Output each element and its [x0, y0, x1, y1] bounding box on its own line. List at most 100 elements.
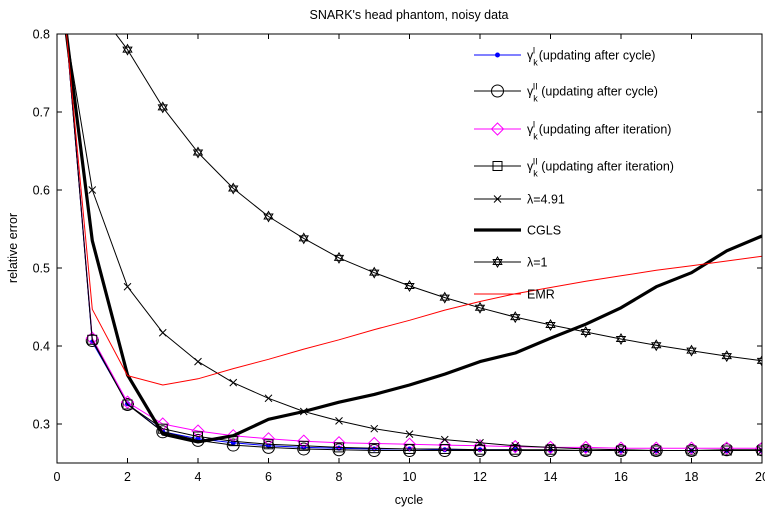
data-point: [122, 43, 133, 56]
series-5: [66, 34, 762, 455]
legend-entry: λ=4.91: [474, 193, 565, 207]
data-point: [473, 439, 487, 453]
legend-label: γkI (updating after cycle): [527, 46, 655, 68]
data-point: [370, 424, 379, 433]
data-point: [226, 438, 240, 452]
series-line: [115, 34, 762, 362]
legend-label: γkII (updating after iteration): [527, 157, 674, 179]
series-line: [66, 34, 762, 386]
y-axis-label: relative error: [6, 213, 20, 283]
series-3: [66, 34, 762, 455]
data-point: [686, 344, 697, 357]
legend-entry: γkII (updating after iteration): [474, 157, 674, 179]
data-point: [402, 437, 417, 451]
y-tick-label: 0.8: [33, 28, 50, 42]
legend-entry: CGLS: [474, 224, 561, 238]
y-tick-label: 0.6: [33, 184, 50, 198]
legend-marker: [495, 52, 500, 58]
series-2: [66, 34, 762, 458]
data-point: [332, 443, 346, 457]
data-point: [439, 443, 450, 454]
data-point: [758, 446, 762, 455]
data-point: [615, 332, 627, 345]
data-point: [156, 417, 170, 431]
data-point: [335, 417, 343, 425]
data-point: [228, 182, 239, 195]
data-point: [264, 394, 273, 403]
data-point: [616, 445, 626, 456]
series-line: [64, 34, 762, 444]
x-tick-label: 20: [755, 470, 765, 484]
legend-label: CGLS: [527, 224, 561, 238]
data-point: [476, 438, 484, 447]
data-point: [544, 444, 557, 458]
data-point: [229, 378, 238, 387]
legend-label: EMR: [527, 288, 555, 302]
data-point: [333, 251, 345, 264]
data-point: [157, 101, 168, 114]
data-point: [156, 425, 170, 439]
legend-marker: [493, 195, 502, 203]
data-point: [580, 445, 591, 456]
data-point: [438, 438, 452, 452]
data-point: [546, 443, 555, 452]
data-point: [192, 146, 204, 159]
x-tick-label: 14: [544, 470, 558, 484]
legend-entry: γkI (updating after iteration): [474, 120, 671, 142]
data-point: [579, 440, 593, 455]
data-point: [367, 444, 381, 458]
data-point: [158, 328, 167, 337]
data-point: [404, 279, 415, 292]
data-point: [263, 439, 274, 450]
legend-marker: [492, 256, 503, 268]
data-point: [191, 424, 205, 438]
legend-label: γkI (updating after iteration): [527, 120, 671, 142]
x-tick-label: 18: [685, 470, 699, 484]
x-tick-label: 2: [124, 470, 131, 484]
data-point: [720, 443, 734, 457]
data-point: [194, 357, 202, 366]
x-tick-label: 4: [195, 470, 202, 484]
data-point: [262, 440, 275, 454]
legend-entry: EMR: [474, 288, 555, 302]
data-point: [508, 444, 522, 458]
data-point: [87, 334, 98, 345]
series-7: [115, 34, 762, 367]
series-6: [64, 34, 762, 444]
legend-marker: [490, 122, 505, 136]
data-point: [652, 446, 661, 455]
data-point: [722, 446, 731, 455]
series-4: [66, 34, 762, 456]
data-point: [756, 354, 762, 367]
x-tick-label: 10: [403, 470, 417, 484]
data-point: [261, 432, 276, 446]
x-tick-label: 6: [265, 470, 272, 484]
legend: γkI (updating after cycle) γkII (updating…: [474, 46, 674, 302]
data-point: [755, 443, 762, 457]
x-tick-label: 16: [614, 470, 628, 484]
data-point: [297, 442, 311, 456]
series-1: [66, 34, 762, 454]
data-point: [440, 435, 449, 444]
series-layer: [64, 34, 762, 458]
data-point: [687, 446, 696, 455]
legend-entry: λ=1: [474, 256, 548, 270]
data-point: [511, 441, 520, 450]
data-point: [508, 439, 522, 454]
data-point: [334, 442, 344, 453]
legend-label: λ=1: [527, 256, 548, 270]
y-tick-label: 0.3: [33, 418, 50, 432]
data-point: [369, 443, 380, 454]
legend-entry: γkI (updating after cycle): [474, 46, 655, 68]
legend-marker: [492, 161, 503, 171]
data-point: [580, 325, 591, 338]
data-point: [721, 350, 732, 363]
series-8: [66, 34, 762, 386]
y-tick-label: 0.4: [33, 340, 50, 354]
data-point: [367, 436, 381, 451]
data-point: [510, 311, 521, 324]
data-point: [473, 444, 487, 458]
data-point: [475, 444, 485, 455]
data-point: [474, 301, 486, 314]
